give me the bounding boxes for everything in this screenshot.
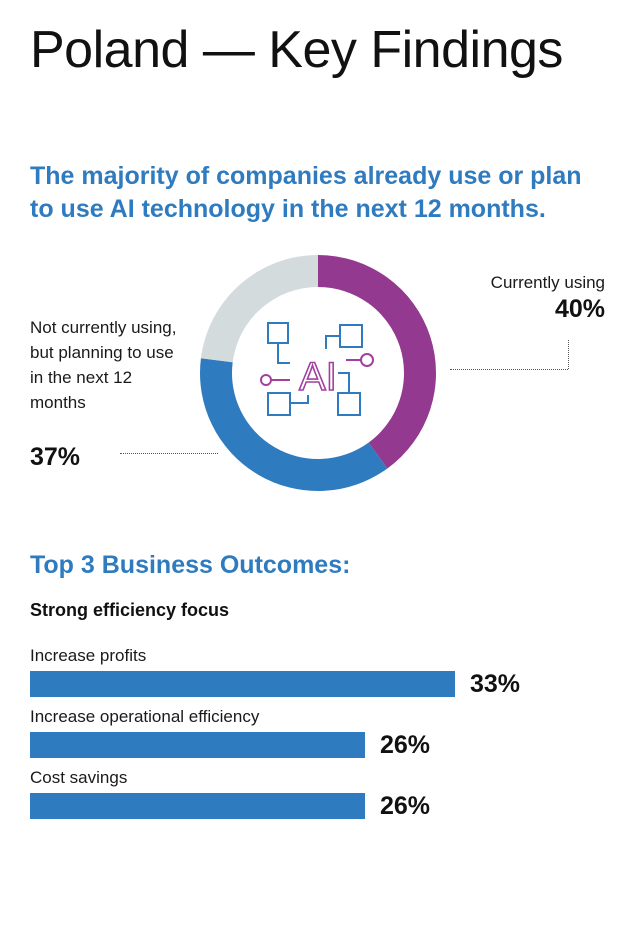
section-subtitle: Strong efficiency focus xyxy=(30,600,230,620)
bar-value-2: 26% xyxy=(380,792,431,820)
donut-slices xyxy=(200,255,436,491)
section-title: Top 3 Business Outcomes: xyxy=(30,551,351,579)
ai-icon-text: AI xyxy=(299,355,337,399)
bar-label-0: Increase profits xyxy=(30,646,147,665)
bar-value-1: 26% xyxy=(380,731,431,759)
bar-value-0: 33% xyxy=(470,670,521,698)
bar-label-1: Increase operational efficiency xyxy=(30,707,260,726)
ai-circuit-icon: AI xyxy=(260,322,374,416)
leader-line-planning xyxy=(120,453,218,454)
bar-2 xyxy=(30,793,365,819)
headline: The majority of companies already use or… xyxy=(30,162,582,223)
bar-label-2: Cost savings xyxy=(30,768,128,787)
bar-0 xyxy=(30,671,455,697)
leader-line-current xyxy=(450,369,568,370)
donut-slice-2 xyxy=(200,255,318,363)
planning-percent: 37% xyxy=(30,443,81,471)
leader-line-current-vertical xyxy=(568,340,569,369)
planning-label: Not currently using, but planning to use… xyxy=(30,318,177,412)
current-using-label: Currently using xyxy=(490,273,605,292)
donut-slice-1 xyxy=(200,358,388,491)
current-using-percent: 40% xyxy=(554,295,605,323)
donut-slice-0 xyxy=(318,255,436,469)
page-title: Poland — Key Findings xyxy=(30,21,563,79)
bar-1 xyxy=(30,732,365,758)
usage-donut-chart: AI xyxy=(200,255,436,491)
